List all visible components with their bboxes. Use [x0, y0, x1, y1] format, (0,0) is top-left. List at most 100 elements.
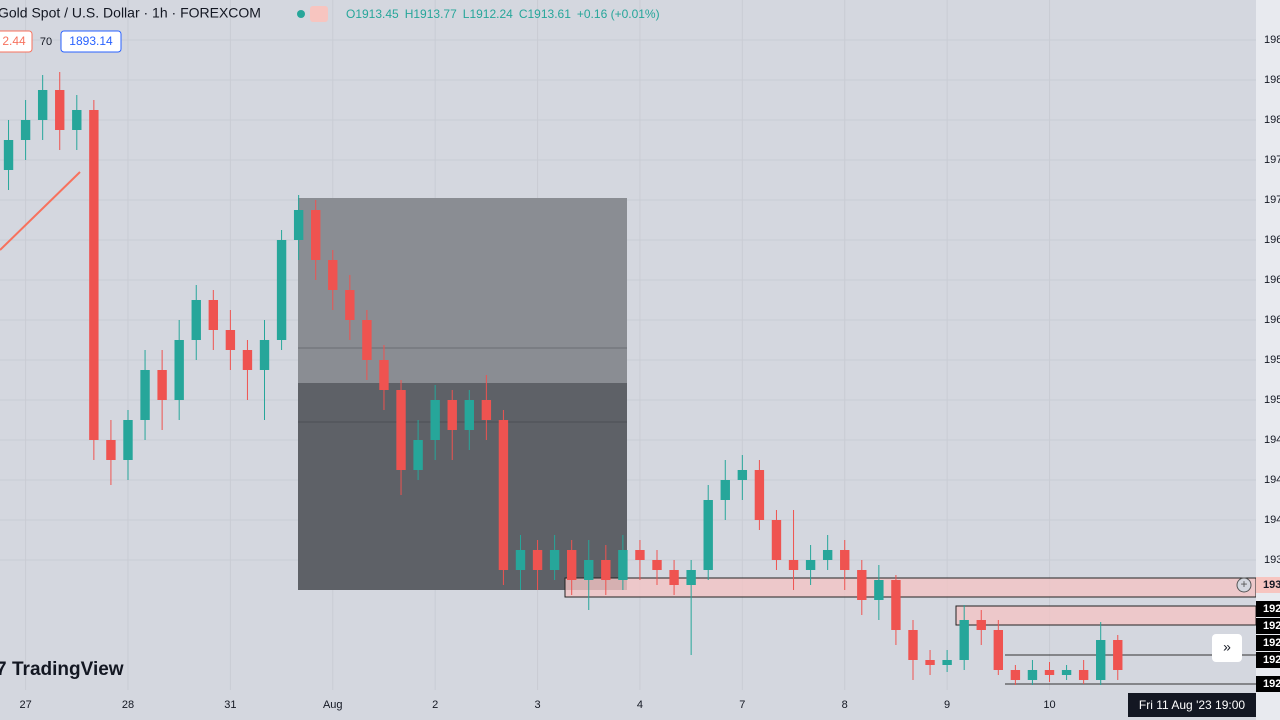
candle-body	[1078, 670, 1089, 680]
price-label-box	[1256, 601, 1280, 617]
sell-box[interactable]	[0, 30, 33, 53]
add-alert-button[interactable]	[1236, 577, 1252, 593]
candle-body	[72, 110, 82, 130]
candle-body	[857, 570, 867, 600]
candle-body	[618, 550, 628, 580]
plus-icon: +	[1240, 577, 1247, 591]
buy-box[interactable]	[60, 30, 122, 53]
y-tick-label: 1952	[1264, 394, 1280, 406]
x-tick-label: 2	[432, 699, 438, 711]
price-label-box	[1256, 652, 1280, 668]
candle-body	[771, 520, 782, 560]
y-tick-label: 1988	[1264, 34, 1280, 46]
candle-body	[1061, 670, 1072, 675]
candle-body	[174, 340, 184, 400]
ohlc-value: O1913.45	[346, 7, 399, 21]
candle-body	[396, 390, 406, 470]
y-tick-label: 1948	[1264, 434, 1280, 446]
candle-body	[976, 620, 986, 630]
ohlc-value: C1913.61	[519, 7, 571, 21]
candle-body	[737, 470, 748, 480]
y-tick-label: 1972	[1264, 194, 1280, 206]
candle-body	[1113, 640, 1123, 670]
time-axis	[0, 692, 1256, 720]
y-tick-label: 1956	[1264, 354, 1280, 366]
candle-body	[89, 110, 99, 440]
x-tick-label: 7	[739, 699, 745, 711]
candle-body	[635, 550, 645, 560]
candle-body	[106, 440, 116, 460]
candle-body	[464, 400, 474, 430]
candle-body	[840, 550, 850, 570]
candle-body	[225, 330, 236, 350]
candle-body	[942, 660, 952, 665]
price-label-box	[1256, 635, 1280, 651]
chart-title: Gold Spot / U.S. Dollar · 1h · FOREXCOM	[0, 5, 261, 21]
sell-price: 2.44	[2, 34, 26, 48]
candle-body	[754, 470, 765, 520]
candle-body	[515, 550, 526, 570]
x-tick-label: 10	[1043, 699, 1055, 711]
candle-body	[447, 400, 457, 430]
candle-body	[686, 570, 696, 585]
candle-body	[891, 580, 901, 630]
stop-zone	[298, 383, 627, 590]
x-axis: 27 28 31 Aug 2 3 4 7 8 9 10	[19, 699, 1055, 711]
y-tick-label: 1964	[1264, 274, 1280, 286]
candle-body	[208, 300, 219, 330]
candle-body	[311, 210, 321, 260]
candle-body	[3, 140, 14, 170]
candle-body	[191, 300, 201, 340]
y-tick-label: 1940	[1264, 514, 1280, 526]
scroll-button[interactable]	[1212, 634, 1242, 662]
candle-body	[430, 400, 440, 440]
price-label: 192	[1263, 637, 1280, 649]
candle-body	[157, 370, 167, 400]
price-label: 193	[1263, 579, 1280, 591]
status-dot	[297, 10, 305, 18]
crosshair-time-box	[1128, 693, 1256, 717]
candle-body	[549, 550, 560, 570]
candle-body	[37, 90, 48, 120]
y-tick-label: 1984	[1264, 74, 1280, 86]
candle-body	[481, 400, 492, 420]
candle-body	[123, 420, 133, 460]
candle-body	[293, 210, 304, 240]
candle-body	[703, 500, 713, 570]
price-label: 192	[1263, 678, 1280, 690]
x-tick-label: 28	[122, 699, 134, 711]
supply-zone	[564, 577, 1257, 598]
x-tick-label: 27	[19, 699, 31, 711]
candle-body	[874, 580, 884, 600]
candle-body	[532, 550, 543, 570]
price-label-box	[1256, 618, 1280, 634]
candle-body	[1096, 640, 1106, 680]
y-tick-label: 1980	[1264, 114, 1280, 126]
y-tick-label: 1960	[1264, 314, 1280, 326]
y-tick-label: 1944	[1264, 474, 1280, 486]
candle-body	[1044, 670, 1055, 675]
candle-body	[1027, 670, 1038, 680]
candle-body	[345, 290, 355, 320]
candle-body	[993, 630, 1004, 670]
price-axis	[1256, 0, 1280, 720]
candle-body	[925, 660, 935, 665]
logo-mark: 7	[0, 659, 7, 680]
candle-body	[140, 370, 150, 420]
candle-body	[601, 560, 611, 580]
candle-body	[498, 420, 509, 570]
status-badge	[310, 6, 328, 22]
candle-body	[652, 560, 662, 570]
candle-body	[328, 260, 338, 290]
scroll-icon: »	[1223, 639, 1231, 655]
candle-body	[413, 440, 423, 470]
y-tick-label: 1936	[1264, 554, 1280, 566]
price-labels: 193 192 192 192 192 192	[1256, 577, 1280, 692]
candles	[3, 72, 1123, 685]
candle-body	[242, 350, 253, 370]
candle-body	[276, 240, 287, 340]
price-label-box	[1256, 676, 1280, 692]
candle-body	[379, 360, 389, 390]
x-tick-label: Aug	[323, 699, 343, 711]
